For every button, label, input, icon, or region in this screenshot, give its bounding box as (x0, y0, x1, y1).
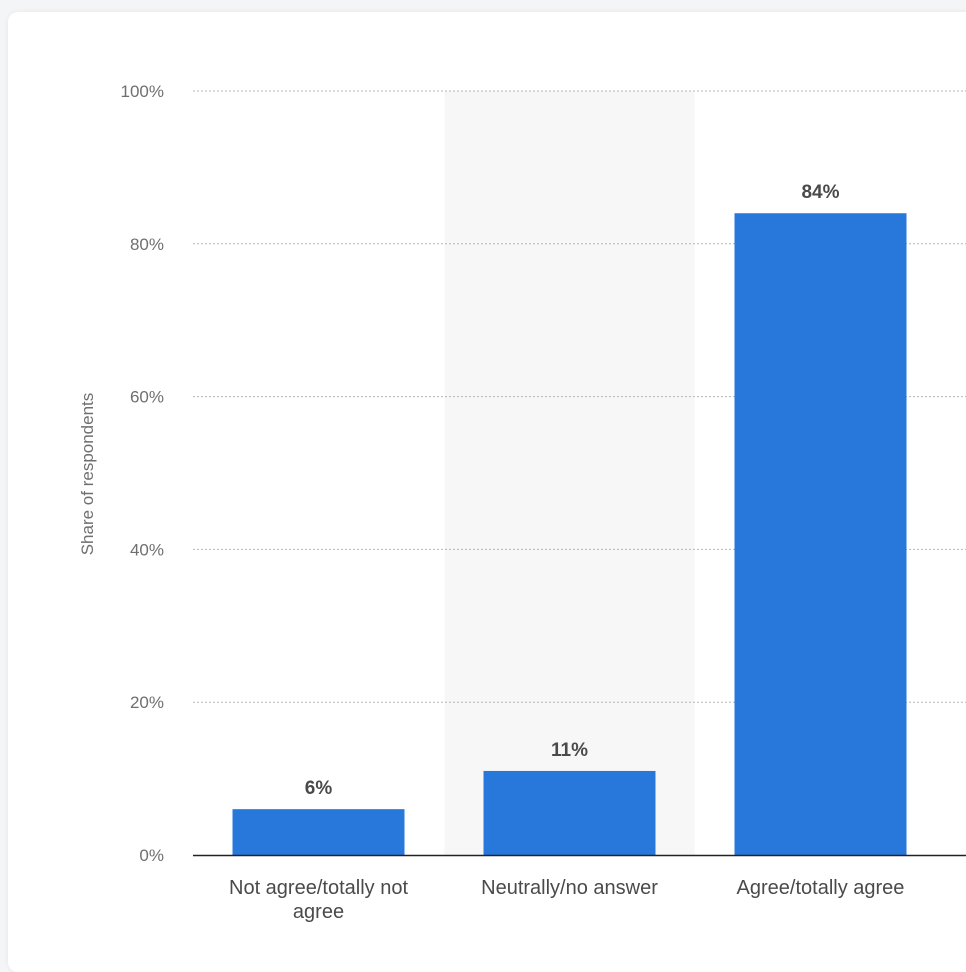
x-category-label: Not agree/totally not agree (229, 877, 408, 923)
bar[interactable] (734, 213, 907, 856)
bars (232, 213, 907, 856)
y-axis-label: Share of respondents (78, 393, 97, 556)
y-tick-label: 40% (130, 540, 164, 559)
y-tick-label: 60% (130, 388, 164, 407)
hover-highlight-band (444, 91, 695, 855)
x-category-label: Neutrally/no answer (481, 877, 658, 899)
y-tick-label: 100% (121, 82, 164, 101)
y-tick-label: 20% (130, 693, 164, 712)
data-labels: 6% 11% 84% (305, 182, 840, 799)
y-axis-ticks: 0% 20% 40% 60% 80% 100% (121, 82, 164, 865)
y-tick-label: 80% (130, 235, 164, 254)
y-tick-label: 0% (139, 846, 164, 865)
bar[interactable] (483, 770, 656, 855)
x-axis-category-labels: Not agree/totally not agree Neutrally/no a… (229, 877, 904, 923)
data-label: 84% (801, 182, 839, 203)
x-category-label: Agree/totally agree (737, 877, 905, 899)
data-label: 6% (305, 778, 333, 799)
data-label: 11% (551, 740, 588, 761)
bar[interactable] (232, 809, 405, 855)
